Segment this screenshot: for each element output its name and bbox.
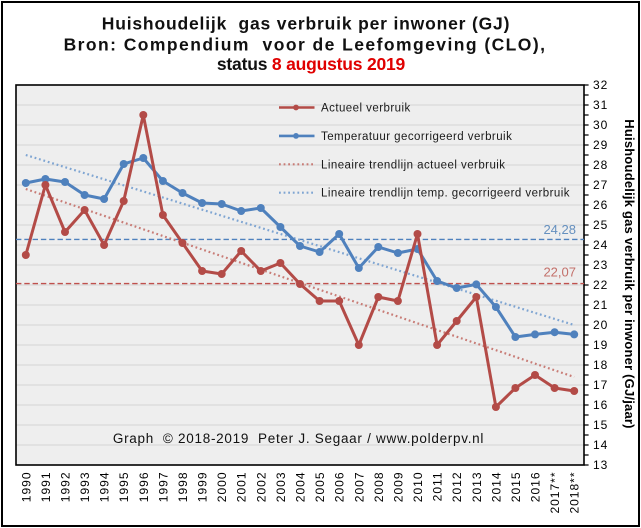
svg-text:Huishoudelijk gas verbruik pe: Huishoudelijk gas verbruik per inwoner (… (102, 14, 511, 34)
svg-text:24: 24 (593, 238, 608, 252)
svg-text:1999: 1999 (196, 472, 210, 503)
svg-text:2001: 2001 (235, 472, 249, 503)
svg-text:Actueel verbruik: Actueel verbruik (321, 103, 411, 115)
svg-text:2002: 2002 (254, 472, 268, 503)
svg-text:2018**: 2018** (568, 472, 582, 514)
svg-text:1991: 1991 (39, 472, 53, 503)
svg-text:22: 22 (593, 278, 608, 292)
svg-text:18: 18 (593, 358, 608, 372)
svg-text:14: 14 (593, 438, 608, 452)
svg-text:2003: 2003 (274, 472, 288, 503)
svg-text:28: 28 (593, 158, 608, 172)
svg-text:1997: 1997 (156, 472, 170, 503)
svg-text:2009: 2009 (391, 472, 405, 503)
svg-text:29: 29 (593, 138, 608, 152)
svg-text:15: 15 (593, 418, 608, 432)
svg-text:24,28: 24,28 (543, 222, 576, 237)
svg-text:17: 17 (593, 378, 608, 392)
svg-text:25: 25 (593, 218, 608, 232)
svg-text:23: 23 (593, 258, 608, 272)
svg-text:22,07: 22,07 (543, 265, 576, 280)
svg-text:1993: 1993 (78, 472, 92, 503)
svg-text:1996: 1996 (137, 472, 151, 503)
svg-text:31: 31 (593, 98, 608, 112)
svg-text:1998: 1998 (176, 472, 190, 503)
svg-text:32: 32 (593, 78, 608, 92)
svg-text:2016: 2016 (529, 472, 543, 503)
svg-text:2006: 2006 (333, 472, 347, 503)
svg-text:Temperatuur gecorrigeerd verbr: Temperatuur gecorrigeerd verbruik (321, 131, 512, 143)
svg-text:13: 13 (593, 458, 608, 472)
svg-text:2012: 2012 (450, 472, 464, 503)
svg-text:1992: 1992 (59, 472, 73, 503)
svg-text:2008: 2008 (372, 472, 386, 503)
svg-text:2004: 2004 (294, 472, 308, 503)
svg-text:1995: 1995 (117, 472, 131, 503)
svg-text:2015: 2015 (509, 472, 523, 503)
svg-text:1994: 1994 (98, 472, 112, 503)
svg-text:2000: 2000 (215, 472, 229, 503)
svg-text:19: 19 (593, 338, 608, 352)
svg-text:Lineaire trendlijn temp. gecor: Lineaire trendlijn temp. gecorrigeerd ve… (321, 188, 570, 200)
svg-text:1990: 1990 (19, 472, 33, 503)
svg-text:2011: 2011 (431, 472, 445, 502)
svg-text:Bron: Compendium voor de Leef: Bron: Compendium voor de Leefomgeving (C… (64, 35, 547, 55)
svg-text:27: 27 (593, 178, 608, 192)
svg-text:status 8 augustus 2019: status 8 augustus 2019 (217, 54, 406, 74)
svg-text:30: 30 (593, 118, 608, 132)
svg-text:Huishoudelijk gas verbruik per: Huishoudelijk gas verbruik per inwoner (… (622, 119, 637, 428)
svg-text:26: 26 (593, 198, 608, 212)
svg-text:2007: 2007 (352, 472, 366, 503)
svg-text:2010: 2010 (411, 472, 425, 503)
svg-text:2017**: 2017** (548, 472, 562, 514)
svg-text:21: 21 (593, 298, 608, 312)
svg-text:2005: 2005 (313, 472, 327, 503)
svg-text:20: 20 (593, 318, 608, 332)
svg-text:Lineaire trendlijn actueel ver: Lineaire trendlijn actueel verbruik (321, 159, 506, 171)
svg-text:2013: 2013 (470, 472, 484, 503)
svg-text:Graph © 2018-2019 Peter J. S: Graph © 2018-2019 Peter J. Segaar / www.… (113, 431, 484, 446)
svg-text:2014: 2014 (489, 472, 503, 503)
svg-text:16: 16 (593, 398, 608, 412)
